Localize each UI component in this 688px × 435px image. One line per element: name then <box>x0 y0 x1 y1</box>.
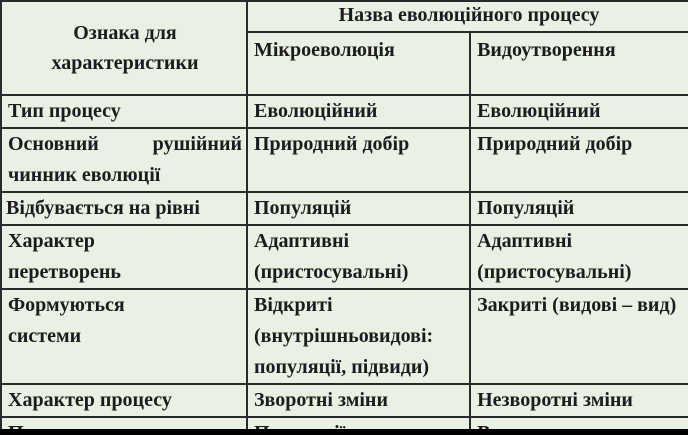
table-row: Основний рушійний чинник еволюції Природ… <box>0 127 688 193</box>
table-row: Тип процесу Еволюційний Еволюційний <box>0 94 688 129</box>
header-feature: Ознака для характеристики <box>0 0 248 96</box>
row-feature: Характер перетворень <box>0 224 248 290</box>
row-micro: Популяцій <box>245 191 472 226</box>
header-row-sub: Мікроеволюція Видоутворення <box>1 31 688 96</box>
table-row: Формуються системи Відкриті (внутрішньов… <box>0 288 688 385</box>
row-micro: Відкриті (внутрішньовидові: популяції, п… <box>245 288 472 385</box>
header-process-name: Назва еволюційного процесу <box>246 0 688 33</box>
row-micro: Природний добір <box>245 127 472 193</box>
row-speciation: Виду <box>469 416 688 429</box>
row-feature: Характер процесу <box>0 383 248 418</box>
row-feature-part: Проявляється <box>8 419 136 429</box>
table-row: Проявляється на Популяції Виду <box>0 416 688 429</box>
row-feature: Проявляється на <box>0 416 248 429</box>
row-speciation: Адаптивні (пристосувальні) <box>469 224 688 290</box>
row-feature: Основний рушійний чинник еволюції <box>0 127 248 193</box>
row-speciation: Природний добір <box>469 127 688 193</box>
row-micro: Адаптивні (пристосувальні) <box>245 224 472 290</box>
row-micro: Еволюційний <box>245 94 472 129</box>
row-micro: Зворотні зміни <box>245 383 472 418</box>
header-microevolution: Мікроеволюція <box>245 31 472 96</box>
header-speciation: Видоутворення <box>469 31 688 96</box>
row-speciation: Популяцій <box>469 191 688 226</box>
table-row: Характер процесу Зворотні зміни Незворот… <box>0 383 688 418</box>
row-feature-part: на <box>220 419 242 429</box>
row-micro: Популяції <box>245 416 472 429</box>
row-feature: Формуються системи <box>0 288 248 385</box>
row-speciation: Еволюційний <box>469 94 688 129</box>
table-row: Характер перетворень Адаптивні (пристосу… <box>0 224 688 290</box>
row-speciation: Незворотні зміни <box>469 383 688 418</box>
table-row: Відбувається на рівні Популяцій Популяці… <box>0 191 688 226</box>
row-feature: Відбувається на рівні <box>0 191 248 226</box>
row-feature: Тип процесу <box>0 94 248 129</box>
header-row-top: Ознака для характеристики Назва еволюцій… <box>0 0 688 96</box>
row-speciation: Закриті (видові – вид) <box>469 288 688 385</box>
